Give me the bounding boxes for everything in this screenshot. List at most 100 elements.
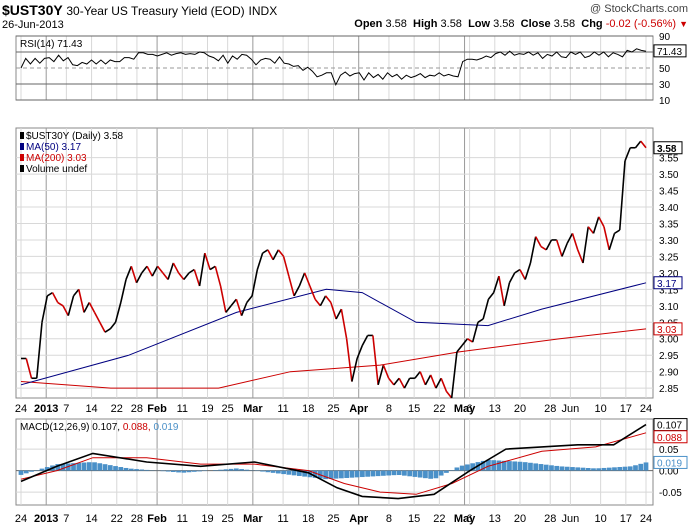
macd-histogram-bar [76, 462, 82, 471]
x-tick-label-bottom: Mar [243, 513, 263, 525]
price-segment [120, 279, 127, 303]
macd-legend: MACD(12,26,9) 0.107, 0.088, 0.019 [20, 422, 179, 433]
quote-line: Open 3.58 High 3.58 Low 3.58 Close 3.58 … [354, 18, 688, 30]
macd-histogram-bar [564, 466, 570, 471]
price-segment [114, 302, 122, 323]
macd-histogram-bar [86, 462, 92, 471]
price-segment [424, 374, 432, 386]
x-tick-label: 25 [222, 403, 234, 415]
x-tick-label: 10 [595, 403, 607, 415]
macd-histogram-bar [191, 470, 197, 472]
rsi-tick-label: 90 [659, 32, 671, 43]
macd-histogram-bar [323, 470, 328, 480]
price-segment [262, 249, 269, 254]
exchange: INDX [248, 4, 278, 18]
macd-histogram-bar [81, 462, 87, 471]
price-segment [356, 345, 364, 359]
price-segment [267, 249, 274, 261]
macd-histogram-bar [360, 470, 365, 478]
macd-histogram-bar [60, 463, 66, 471]
macd-histogram-bar [165, 470, 171, 472]
macd-histogram-bar [349, 470, 355, 478]
price-segment [225, 305, 232, 313]
x-tick-label: 14 [85, 403, 97, 415]
x-tick-label-bottom: 11 [277, 513, 288, 525]
price-tick-label: 3.35 [659, 219, 679, 230]
macd-histogram-bar [139, 469, 145, 471]
macd-histogram-bar [433, 470, 439, 479]
price-segment [188, 268, 195, 274]
x-tick-label-bottom: 22 [433, 513, 445, 525]
price-segment [608, 233, 616, 251]
price-segment [330, 302, 337, 320]
price-segment [534, 236, 542, 247]
macd-histogram-bar [186, 470, 192, 473]
macd-histogram-bar [344, 470, 349, 478]
price-segment [345, 338, 353, 382]
x-tick-label-bottom: 18 [302, 513, 314, 525]
price-segment [456, 344, 463, 353]
down-triangle-icon: ▼ [679, 19, 688, 29]
price-tick-label: 2.90 [659, 368, 679, 379]
x-tick-label-bottom: 20 [514, 513, 526, 525]
price-segment [104, 328, 111, 333]
price-segment [77, 289, 85, 313]
macd-histogram-bar [302, 470, 307, 477]
price-segment [282, 256, 290, 277]
macd-histogram-bar [633, 465, 638, 471]
price-tick-label: 3.30 [659, 236, 679, 247]
price-segment [487, 292, 495, 300]
price-segment [414, 371, 421, 379]
macd-value-label: 0.088 [657, 433, 682, 444]
legend-swatch [20, 154, 24, 161]
x-tick-label: Mar [243, 403, 263, 415]
x-tick-label-bottom: 25 [327, 513, 339, 525]
price-segment [377, 364, 385, 386]
macd-histogram-bar [612, 467, 617, 471]
rsi-tick-label: 30 [659, 80, 671, 91]
price-segment [398, 377, 406, 389]
price-segment [614, 229, 621, 235]
price-segment [57, 301, 64, 307]
x-tick-label: 22 [111, 403, 123, 415]
x-tick-label-bottom: 25 [222, 513, 234, 525]
macd-histogram-bar [181, 470, 187, 473]
price-segment [272, 249, 280, 261]
x-tick-label: Feb [147, 403, 167, 415]
price-segment [450, 351, 458, 399]
price-segment [172, 262, 180, 274]
macd-histogram-bar [354, 470, 360, 478]
macd-legend-part: MACD(12,26,9) [20, 422, 92, 433]
price-segment [319, 295, 327, 307]
macd-histogram-bar [107, 465, 113, 471]
price-legend-item: Volume undef [26, 164, 87, 175]
price-segment [183, 272, 190, 280]
x-tick-label-bottom: 7 [63, 513, 69, 525]
macd-histogram-bar [423, 470, 428, 479]
price-segment [109, 321, 117, 330]
rsi-tick-label: 50 [659, 64, 671, 75]
price-segment [219, 285, 227, 313]
symbol-description: 30-Year US Treasury Yield (EOD) [66, 4, 245, 18]
x-tick-label: 6 [467, 403, 473, 415]
price-segment [198, 252, 206, 287]
symbol: $UST30Y [2, 2, 63, 18]
macd-histogram-bar [97, 463, 103, 471]
price-tick-label: 3.20 [659, 269, 679, 280]
macd-histogram-bar [559, 466, 565, 471]
macd-histogram-bar [501, 460, 507, 471]
x-tick-label-bottom: 24 [640, 513, 652, 525]
price-segment [482, 299, 490, 320]
macd-histogram-bar [491, 460, 497, 471]
price-tick-label: 2.85 [659, 384, 679, 395]
x-tick-label: 19 [201, 403, 213, 415]
price-tick-label: 3.45 [659, 187, 679, 198]
macd-value-label: 0.107 [657, 421, 682, 432]
x-tick-label: 28 [131, 403, 143, 415]
ma50-line [20, 282, 647, 386]
price-segment [361, 335, 369, 346]
macd-histogram-bar [638, 463, 644, 471]
macd-histogram-bar [29, 470, 34, 472]
price-segment [309, 285, 316, 300]
macd-histogram-bar [617, 467, 623, 471]
